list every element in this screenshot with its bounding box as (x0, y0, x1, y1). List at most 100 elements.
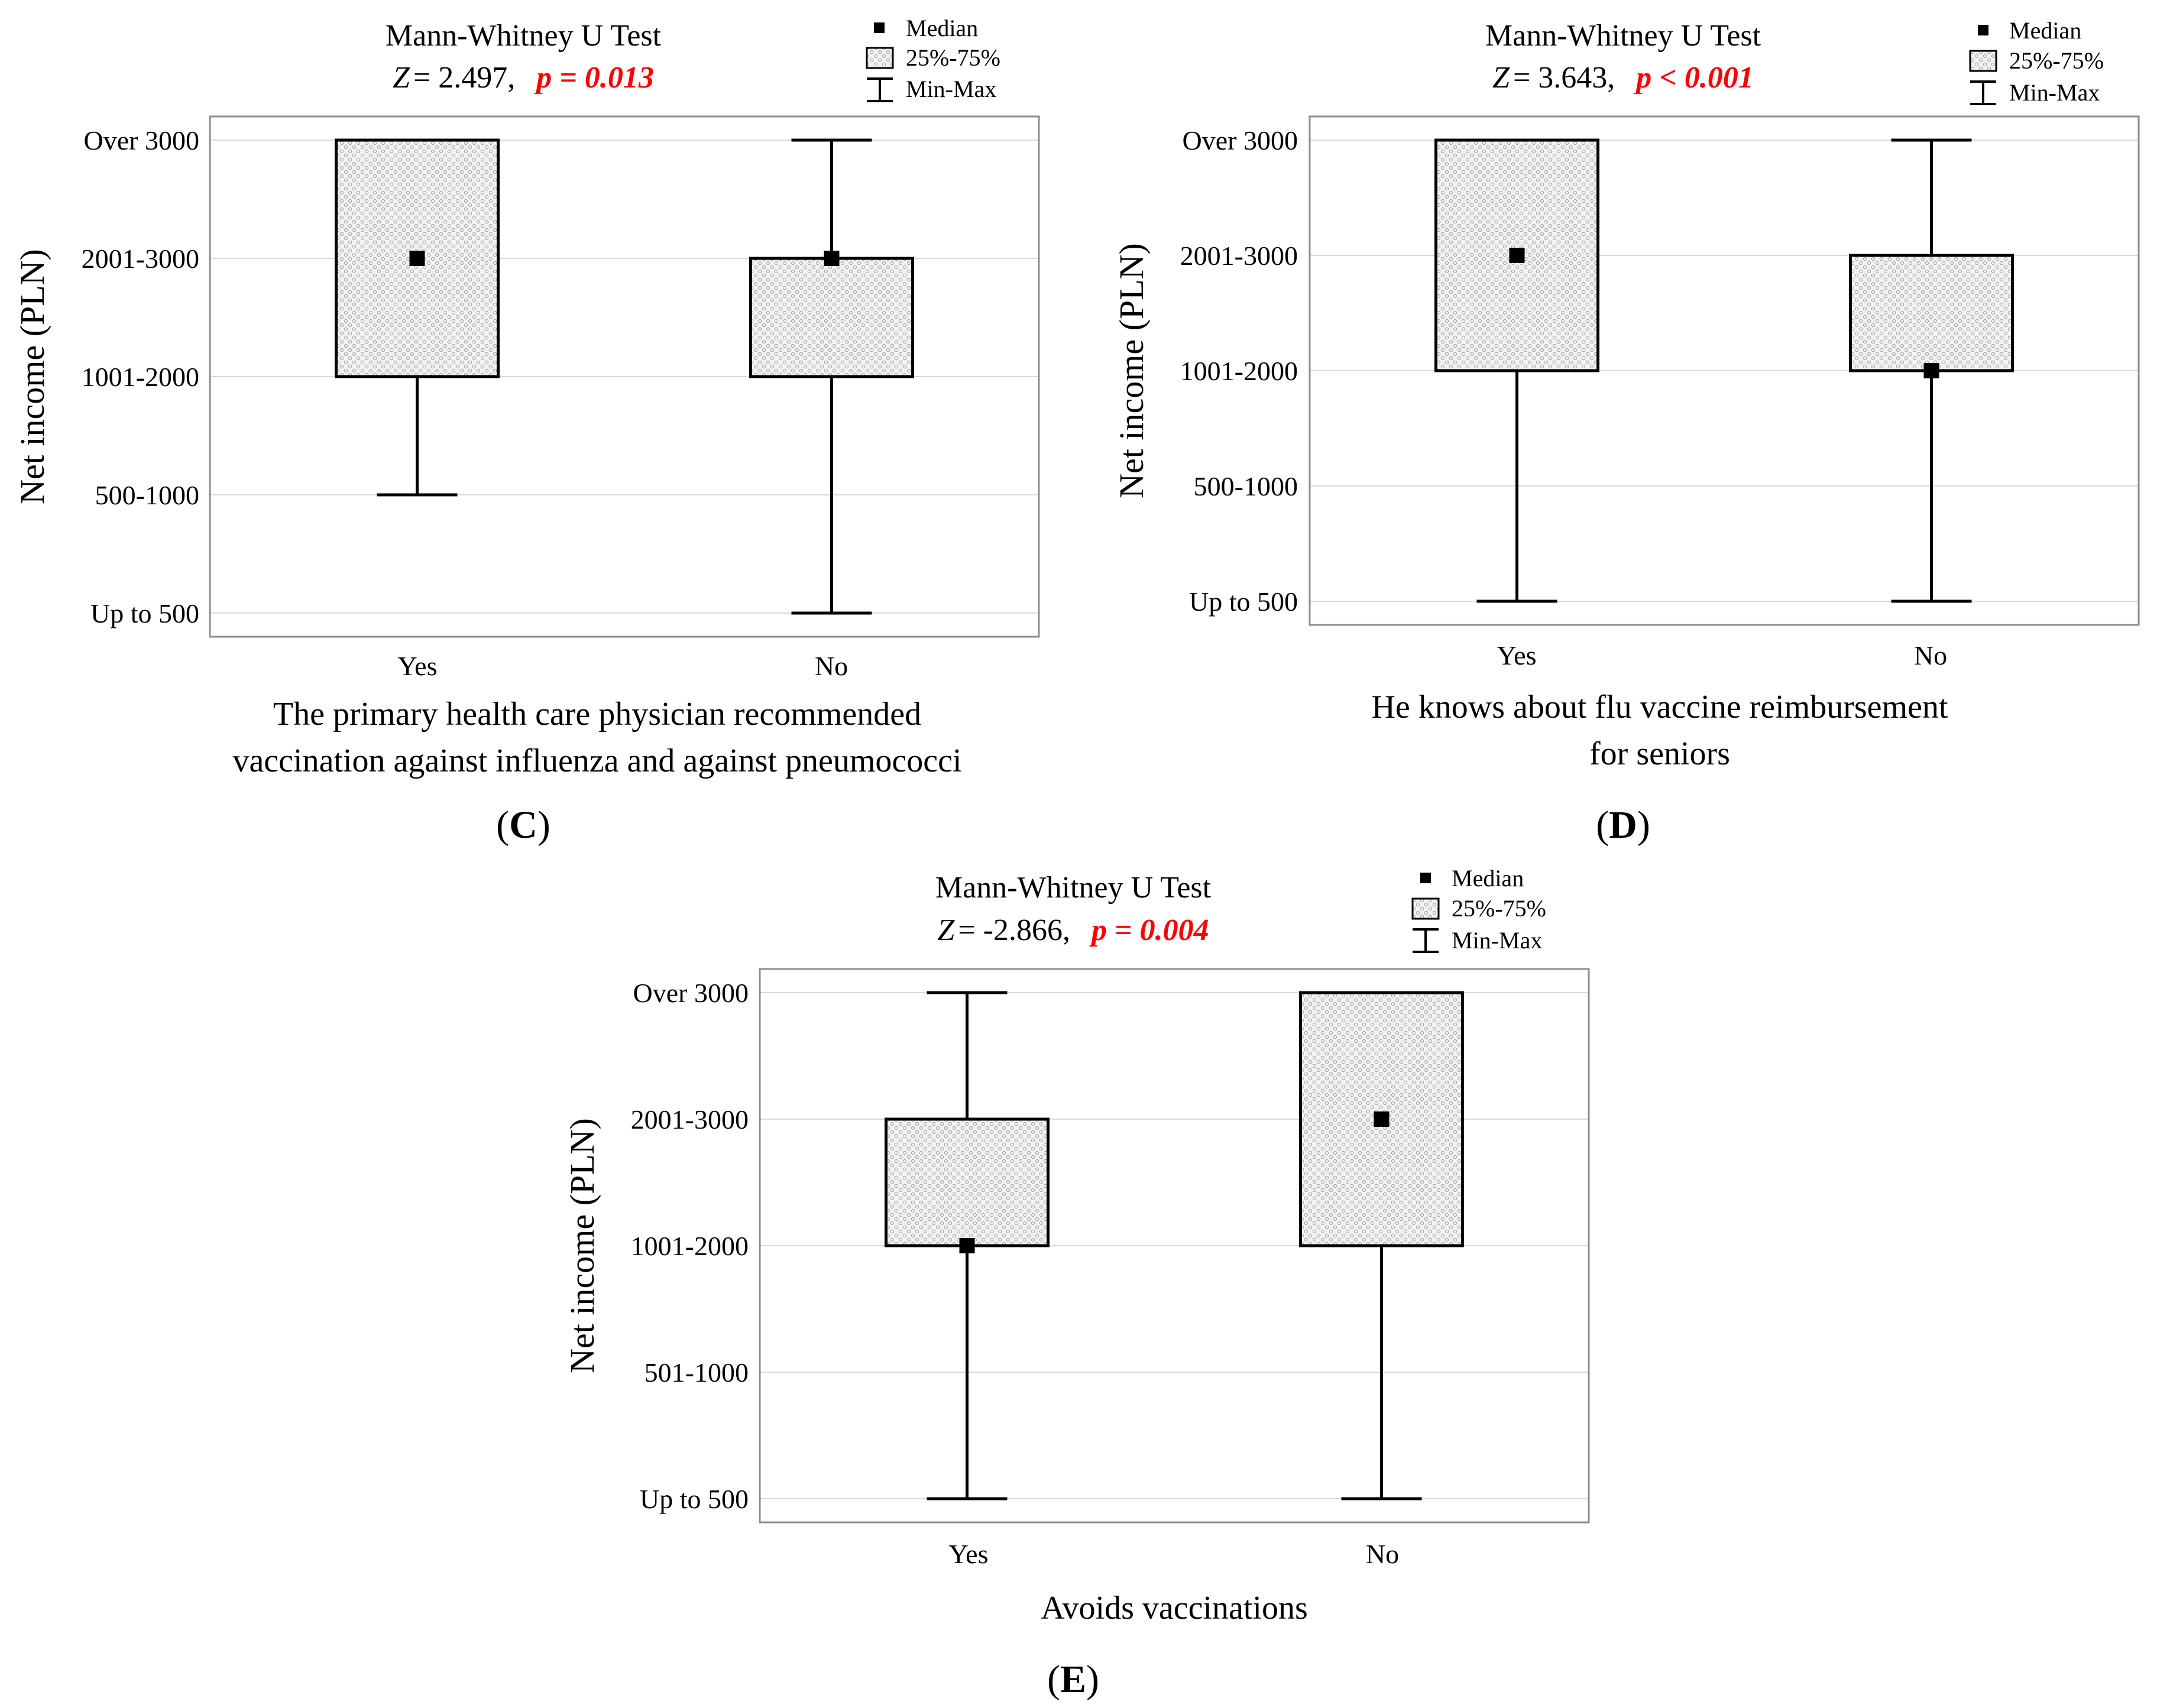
box-group-yes (885, 991, 1050, 1500)
legend-iqr-label: 25%-75% (1452, 895, 1546, 922)
x-axis-title-line-2: for seniors (1589, 735, 1730, 772)
plot-frame (209, 115, 1040, 638)
panel-tag: (E) (1047, 1658, 1099, 1701)
stat-line: Z = -2.866, p = 0.004 (937, 913, 1209, 947)
p-value: p = 0.013 (534, 61, 654, 95)
box-group-no (1299, 991, 1464, 1500)
legend-range-marker (867, 77, 893, 102)
y-tick-labels: Up to 500 500-1000 1001-2000 2001-3000 O… (1180, 125, 1298, 617)
legend-median-marker (1420, 873, 1431, 883)
y-tick-label: Up to 500 (1189, 586, 1298, 617)
panel-d: Mann-Whitney U Test Z = 3.643, p < 0.001 M… (1112, 17, 2140, 847)
y-axis-title: Net income (PLN) (1112, 243, 1151, 498)
legend-iqr-swatch (1411, 897, 1440, 920)
x-axis-title-line-1: The primary health care physician recomm… (273, 696, 921, 733)
legend-range-marker (1970, 80, 1996, 105)
y-tick-label: 2001-3000 (1180, 241, 1298, 271)
x-axis-title-line-1: He knows about flu vaccine reimbursement (1371, 689, 1948, 725)
x-tick-label: Yes (949, 1539, 989, 1569)
y-tick-labels: Up to 500 500-1000 1001-2000 2001-3000 O… (82, 125, 199, 628)
y-tick-label: 2001-3000 (82, 244, 199, 274)
panel-letter: C (509, 803, 537, 847)
legend-median-label: Median (1452, 865, 1524, 892)
y-tick-label: Up to 500 (640, 1484, 749, 1514)
median-marker (1923, 363, 1939, 378)
y-tick-label: Up to 500 (90, 598, 199, 628)
x-tick-label: No (815, 651, 848, 681)
legend: Median 25%-75% Min-Max (1969, 17, 2104, 106)
y-tick-label: 2001-3000 (631, 1104, 749, 1135)
iqr-box (1849, 254, 2014, 372)
y-tick-labels: Up to 500 501-1000 1001-2000 2001-3000 O… (631, 978, 749, 1514)
iqr-box (749, 257, 914, 378)
stat-line: Z = 3.643, p < 0.001 (1492, 61, 1754, 95)
median-marker (1374, 1111, 1390, 1127)
x-tick-label: Yes (1497, 640, 1537, 670)
legend-iqr-label: 25%-75% (2009, 47, 2104, 74)
p-value: p = 0.004 (1089, 913, 1209, 947)
y-tick-label: 500-1000 (1194, 471, 1298, 501)
plot-area (209, 115, 1040, 638)
panel-c: Mann-Whitney U Test Z = 2.497, p = 0.013 M… (13, 15, 1040, 847)
test-title: Mann-Whitney U Test (386, 19, 662, 53)
y-tick-label: 1001-2000 (1180, 356, 1298, 386)
median-marker (1509, 248, 1525, 263)
stat-value: = 3.643, (1513, 61, 1615, 95)
x-axis-title: Avoids vaccinations (1041, 1590, 1308, 1626)
stat-symbol: Z (937, 913, 955, 947)
x-tick-label: Yes (398, 651, 438, 681)
legend: Median 25%-75% Min-Max (866, 15, 1000, 102)
test-title: Mann-Whitney U Test (1485, 19, 1761, 53)
x-axis-title-line-2: vaccination against influenza and agains… (232, 743, 961, 779)
legend-median-marker (1978, 25, 1988, 35)
box-group-no (1849, 138, 2014, 603)
y-tick-label: 1001-2000 (82, 362, 199, 392)
box-group-no (749, 138, 914, 615)
y-tick-label: 501-1000 (644, 1357, 749, 1388)
legend-median-label: Median (906, 15, 978, 41)
gridlines (760, 992, 1589, 1499)
box-group-yes (1434, 138, 1599, 603)
y-axis-title: Net income (PLN) (13, 249, 51, 504)
panel-tag: (D) (1596, 803, 1650, 847)
y-axis-title: Net income (PLN) (563, 1118, 601, 1373)
plot-frame (1309, 115, 2140, 626)
stat-symbol: Z (1492, 61, 1510, 95)
iqr-box (885, 1117, 1050, 1247)
stat-value: = -2.866, (958, 913, 1070, 947)
legend-iqr-swatch (1969, 50, 1997, 72)
legend-range-label: Min-Max (906, 76, 996, 102)
panel-letter: D (1609, 803, 1637, 847)
legend-range-label: Min-Max (1452, 927, 1542, 954)
x-tick-label: No (1914, 640, 1947, 670)
test-title: Mann-Whitney U Test (935, 871, 1212, 905)
legend-median-marker (874, 22, 885, 33)
median-marker (959, 1238, 975, 1253)
y-tick-label: 500-1000 (95, 480, 199, 510)
stat-value: = 2.497, (413, 61, 515, 95)
x-tick-label: No (1366, 1539, 1399, 1569)
legend-range-marker (1413, 928, 1439, 953)
y-tick-label: Over 3000 (1183, 125, 1298, 155)
panel-tag: (C) (496, 803, 550, 847)
panel-letter: E (1060, 1658, 1086, 1701)
y-tick-label: Over 3000 (84, 125, 199, 155)
plot-frame (759, 968, 1590, 1524)
y-tick-label: 1001-2000 (631, 1231, 749, 1261)
box-group-yes (335, 138, 500, 497)
stat-line: Z = 2.497, p = 0.013 (393, 61, 654, 95)
legend-median-label: Median (2009, 17, 2081, 44)
median-marker (824, 251, 840, 266)
legend-iqr-swatch (866, 47, 894, 69)
plot-area (759, 968, 1590, 1524)
legend: Median 25%-75% Min-Max (1411, 865, 1546, 954)
p-value: p < 0.001 (1634, 61, 1754, 95)
legend-range-label: Min-Max (2009, 79, 2100, 106)
gridlines (210, 140, 1039, 614)
panel-e: Mann-Whitney U Test Z = -2.866, p = 0.004 … (563, 865, 1590, 1701)
plot-area (1309, 115, 2140, 626)
legend-iqr-label: 25%-75% (906, 44, 1000, 71)
y-tick-label: Over 3000 (633, 978, 749, 1008)
gridlines (1310, 140, 2139, 602)
